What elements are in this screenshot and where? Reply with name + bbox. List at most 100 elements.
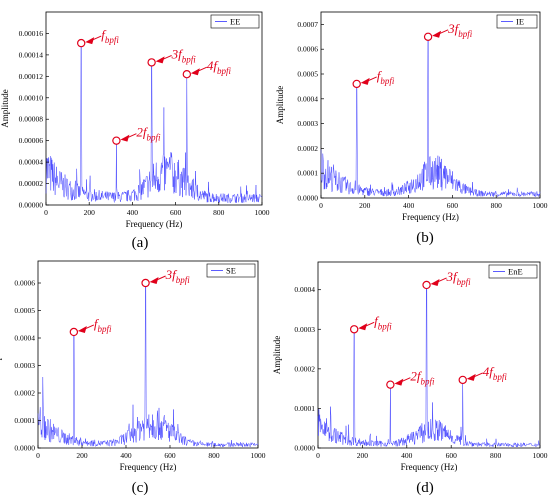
y-tick-label: 0.0005: [297, 70, 318, 79]
x-tick-label: 1000: [251, 451, 266, 460]
annotation-arrow: [84, 324, 95, 330]
annotation-arrowhead: [430, 278, 440, 286]
peak-marker: [349, 325, 359, 334]
peak-label: 3fbpfi: [171, 46, 197, 64]
peak-marker: [423, 32, 433, 42]
peak-marker: [147, 58, 156, 67]
annotation-arrowhead: [432, 30, 442, 38]
y-tick-label: 0.0007: [297, 20, 318, 29]
annotation-arrowhead: [394, 378, 404, 386]
y-tick-label: 0.00000: [19, 201, 44, 210]
x-tick-label: 1000: [533, 201, 548, 210]
x-tick-label: 600: [164, 451, 176, 460]
y-axis-label: Amplitude: [0, 89, 10, 128]
y-tick-label: 0.00006: [19, 136, 44, 145]
spectrum-line: [317, 284, 541, 448]
legend-label: SE: [226, 266, 236, 276]
legend-label: EE: [230, 17, 240, 27]
x-axis-label: Frequency (Hz): [402, 212, 459, 222]
annotation-arrow: [437, 277, 447, 283]
annotation-arrowhead: [85, 37, 95, 45]
x-axis-label: Frequency (Hz): [126, 219, 183, 229]
x-tick-label: 400: [403, 201, 415, 210]
y-tick-label: 0.0000: [294, 444, 315, 453]
annotation-arrow: [367, 76, 377, 82]
annotation-arrow: [364, 321, 375, 327]
annotation-arrowhead: [466, 373, 476, 381]
annotation-arrowhead: [120, 134, 130, 142]
annotation-arrow: [473, 372, 483, 378]
x-tick-label: 800: [490, 451, 502, 460]
y-axis-label: Amplitude: [0, 335, 2, 374]
annotation-arrow: [162, 54, 172, 60]
y-tick-label: 0.00014: [19, 50, 44, 59]
annotation-arrowhead: [155, 56, 165, 64]
y-tick-label: 0.0004: [294, 285, 315, 294]
y-axis-label: Amplitude: [275, 86, 285, 125]
x-tick-label: 0: [36, 451, 40, 460]
spectrum-line: [45, 42, 263, 204]
panel-caption: (c): [132, 480, 149, 496]
annotation-arrow: [156, 275, 166, 281]
x-axis-label: Frequency (Hz): [120, 462, 177, 472]
annotation-arrow: [92, 35, 102, 41]
y-tick-label: 0.0001: [294, 404, 315, 413]
chart-panel: 0 200 400 600 800 1000 0.0000 0.0001 0.0002 0.000…: [0, 260, 266, 496]
spectrum-line: [37, 282, 259, 448]
x-tick-label: 200: [357, 451, 369, 460]
legend-box: [488, 264, 538, 279]
y-axis-label: Amplitude: [272, 336, 282, 375]
annotation-arrowhead: [358, 323, 368, 331]
chart-panel: 0 200 400 600 800 1000 0.0000 0.0001 0.0002 0.000…: [275, 11, 548, 246]
y-tick-label: 0.0002: [297, 144, 318, 153]
peak-marker: [182, 69, 192, 79]
y-tick-label: 0.0003: [294, 325, 315, 334]
peak-label: 2fbpfi: [410, 369, 435, 387]
y-tick-label: 0.0000: [297, 194, 318, 203]
x-tick-label: 800: [208, 451, 220, 460]
annotation-arrowhead: [149, 277, 159, 284]
peak-label: fbpfi: [94, 316, 112, 334]
y-tick-label: 0.0004: [297, 94, 318, 103]
annotation-arrow: [401, 377, 411, 383]
y-tick-label: 0.0003: [14, 361, 35, 370]
chart-panel: 0 200 400 600 800 1000 0.0000 0.0001 0.0002 0.000…: [272, 261, 548, 496]
y-tick-label: 0.00002: [19, 179, 44, 188]
x-tick-label: 400: [120, 451, 132, 460]
panel-caption: (d): [416, 480, 434, 496]
panel-caption: (b): [416, 230, 434, 246]
x-axis-label: Frequency (Hz): [401, 462, 458, 472]
peak-label: fbpfi: [101, 27, 119, 45]
y-tick-label: 0.0006: [14, 279, 35, 288]
peak-label: 3fbpfi: [446, 269, 472, 287]
peak-label: fbpfi: [377, 68, 395, 86]
plot-frame: [37, 260, 259, 449]
peak-label: fbpfi: [374, 313, 392, 331]
x-tick-label: 400: [401, 451, 413, 460]
x-tick-label: 200: [76, 451, 88, 460]
x-tick-label: 600: [446, 451, 458, 460]
peak-label: 4fbpfi: [483, 364, 508, 382]
peak-marker: [69, 327, 79, 337]
spectrum-line: [320, 36, 541, 198]
plot-frame: [45, 11, 263, 206]
y-tick-label: 0.0002: [14, 389, 35, 398]
peak-marker: [422, 280, 431, 290]
x-tick-label: 200: [84, 208, 96, 217]
y-tick-label: 0.0003: [297, 119, 318, 128]
x-tick-label: 800: [213, 208, 225, 217]
y-tick-label: 0.0001: [297, 169, 318, 178]
legend-box: [206, 263, 256, 278]
y-tick-label: 0.00004: [19, 158, 44, 167]
peak-marker: [112, 136, 121, 145]
annotation-arrow: [197, 66, 208, 72]
legend-box: [210, 14, 260, 29]
annotation-arrow: [127, 133, 137, 139]
chart-panel: 0 200 400 600 800 1000 0.00000 0.00002 0.00004 0.…: [0, 11, 270, 251]
peak-marker: [141, 278, 150, 288]
peak-label: 2fbpfi: [136, 125, 161, 143]
x-tick-label: 200: [359, 201, 371, 210]
y-tick-label: 0.0000: [14, 444, 35, 453]
y-tick-label: 0.00008: [19, 115, 44, 124]
